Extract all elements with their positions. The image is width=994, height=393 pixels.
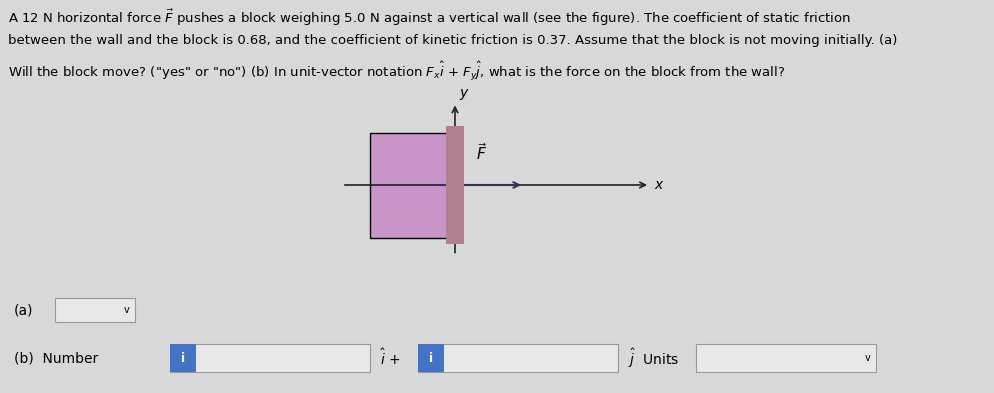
Bar	[170, 344, 196, 372]
Text: x: x	[654, 178, 662, 192]
Text: $\hat{i}$ +: $\hat{i}$ +	[380, 348, 401, 368]
Text: v: v	[124, 305, 130, 315]
Bar	[446, 126, 464, 244]
Text: v: v	[865, 353, 871, 363]
Text: Will the block move? ("yes" or "no") (b) In unit-vector notation $F_x\hat{i}$ + : Will the block move? ("yes" or "no") (b)…	[8, 60, 785, 83]
Bar	[55, 298, 135, 322]
Text: $\vec{F}$: $\vec{F}$	[476, 142, 487, 163]
Text: y: y	[459, 86, 467, 101]
Text: i: i	[429, 351, 433, 364]
Bar	[370, 132, 455, 237]
Text: between the wall and the block is 0.68, and the coefficient of kinetic friction : between the wall and the block is 0.68, …	[8, 34, 898, 47]
Text: A 12 N horizontal force $\vec{F}$ pushes a block weighing 5.0 N against a vertic: A 12 N horizontal force $\vec{F}$ pushes…	[8, 8, 851, 28]
Bar	[696, 344, 876, 372]
Text: $\hat{j}$  Units: $\hat{j}$ Units	[628, 346, 679, 370]
Text: (b)  Number: (b) Number	[14, 351, 98, 365]
Bar	[418, 344, 618, 372]
Bar	[418, 344, 444, 372]
Text: i: i	[181, 351, 185, 364]
Bar	[170, 344, 370, 372]
Text: (a): (a)	[14, 303, 34, 317]
